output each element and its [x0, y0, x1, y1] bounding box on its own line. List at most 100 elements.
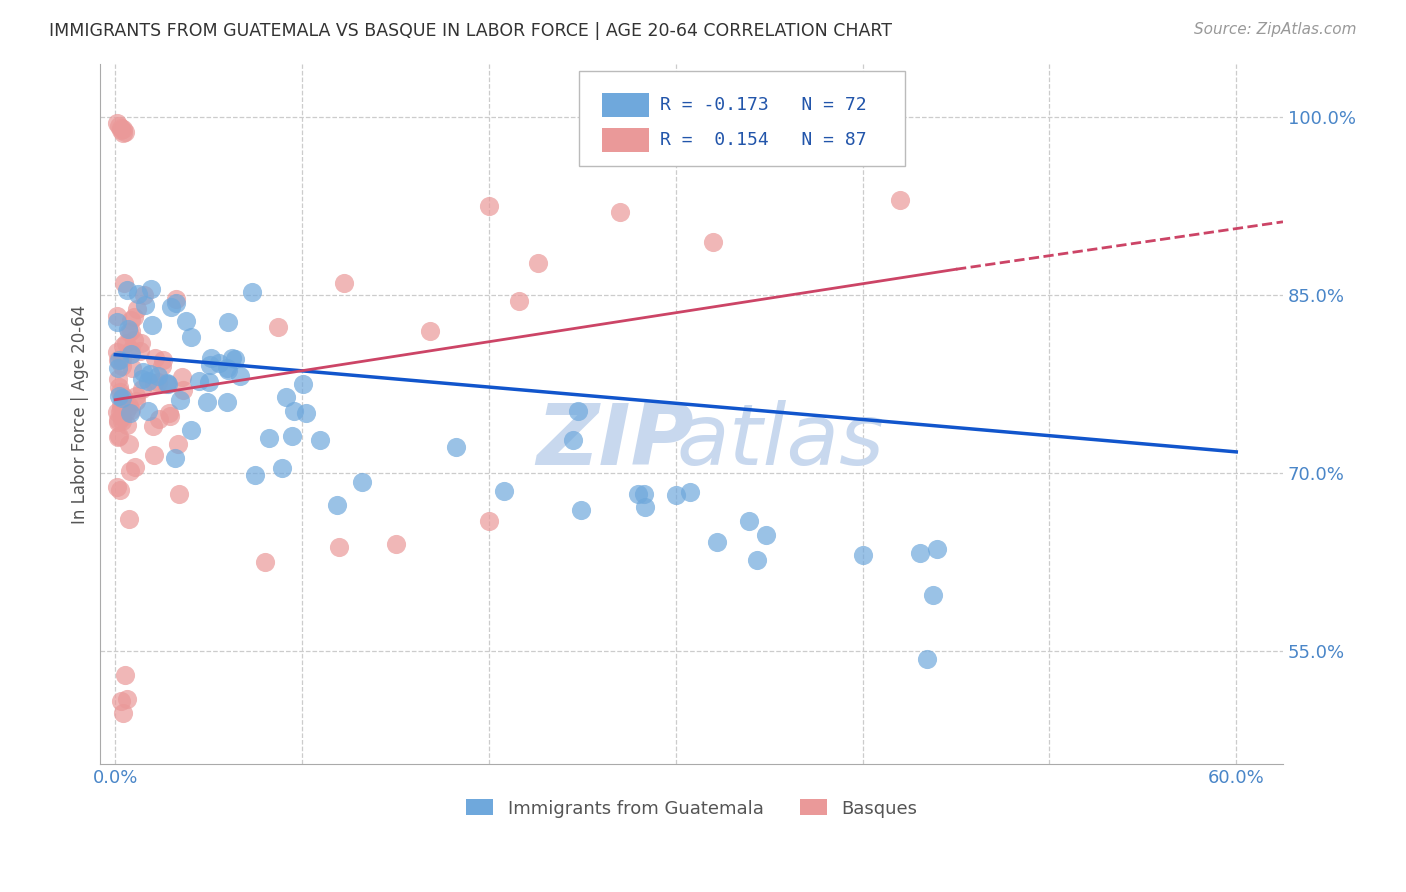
Point: [198, 376, 221, 390]
Point: [292, 376, 315, 391]
Point: [419, 324, 441, 338]
Point: [146, 368, 169, 383]
Point: [159, 406, 181, 420]
Point: [609, 205, 631, 219]
Point: [115, 417, 138, 432]
Point: [221, 351, 243, 365]
Point: [165, 292, 187, 306]
Point: [114, 668, 136, 682]
Point: [121, 361, 143, 376]
Point: [125, 394, 148, 409]
Point: [120, 313, 142, 327]
Point: [527, 256, 550, 270]
Point: [105, 405, 128, 419]
Point: [156, 376, 179, 391]
Point: [266, 319, 288, 334]
Point: [665, 488, 688, 502]
Point: [333, 277, 356, 291]
Point: [107, 353, 129, 368]
Point: [110, 398, 132, 412]
Point: [120, 402, 142, 417]
Point: [134, 298, 156, 312]
Point: [125, 389, 148, 403]
Text: Source: ZipAtlas.com: Source: ZipAtlas.com: [1194, 22, 1357, 37]
Point: [111, 391, 134, 405]
Point: [107, 372, 129, 386]
Point: [678, 485, 700, 500]
Point: [118, 512, 141, 526]
Point: [120, 347, 142, 361]
Text: atlas: atlas: [676, 401, 884, 483]
Point: [111, 351, 134, 366]
Point: [108, 119, 131, 133]
Point: [108, 405, 131, 419]
Point: [283, 404, 305, 418]
Point: [927, 542, 949, 557]
Point: [107, 361, 129, 376]
Point: [105, 116, 128, 130]
Point: [111, 706, 134, 720]
Point: [118, 325, 141, 339]
Point: [281, 429, 304, 443]
Point: [142, 448, 165, 462]
Point: [110, 402, 132, 417]
Point: [229, 368, 252, 383]
Point: [165, 450, 187, 465]
Point: [110, 121, 132, 136]
Point: [105, 345, 128, 359]
Point: [257, 431, 280, 445]
Point: [115, 283, 138, 297]
Point: [132, 288, 155, 302]
Point: [142, 419, 165, 434]
Point: [737, 514, 759, 528]
Text: R = -0.173   N = 72: R = -0.173 N = 72: [659, 95, 866, 113]
Point: [172, 383, 194, 397]
Point: [120, 464, 142, 478]
Point: [180, 330, 202, 344]
Point: [215, 395, 238, 409]
Point: [142, 376, 165, 391]
Point: [444, 441, 467, 455]
Point: [110, 384, 132, 399]
Point: [922, 588, 945, 602]
Point: [295, 406, 318, 420]
Point: [117, 321, 139, 335]
Point: [328, 540, 350, 554]
Point: [112, 399, 135, 413]
FancyBboxPatch shape: [579, 71, 904, 166]
Point: [115, 691, 138, 706]
Point: [114, 125, 136, 139]
Point: [107, 430, 129, 444]
Point: [131, 372, 153, 386]
Point: [129, 343, 152, 358]
Point: [111, 410, 134, 425]
Point: [889, 194, 911, 208]
Point: [148, 375, 170, 389]
Point: [160, 300, 183, 314]
Point: [132, 365, 155, 379]
Point: [108, 380, 131, 394]
Point: [114, 404, 136, 418]
Point: [309, 433, 332, 447]
Point: [111, 126, 134, 140]
Point: [174, 314, 197, 328]
Point: [326, 498, 349, 512]
Point: [121, 324, 143, 338]
Point: [198, 358, 221, 372]
Y-axis label: In Labor Force | Age 20-64: In Labor Force | Age 20-64: [72, 304, 89, 524]
Point: [105, 480, 128, 494]
Legend: Immigrants from Guatemala, Basques: Immigrants from Guatemala, Basques: [458, 792, 924, 825]
Point: [155, 377, 177, 392]
Point: [167, 437, 190, 451]
Point: [172, 369, 194, 384]
Point: [567, 404, 589, 418]
Point: [224, 352, 246, 367]
Point: [141, 281, 163, 295]
Point: [627, 486, 650, 500]
Point: [124, 460, 146, 475]
Point: [120, 343, 142, 357]
Point: [110, 123, 132, 137]
Point: [118, 399, 141, 413]
Point: [136, 404, 159, 418]
Point: [187, 374, 209, 388]
